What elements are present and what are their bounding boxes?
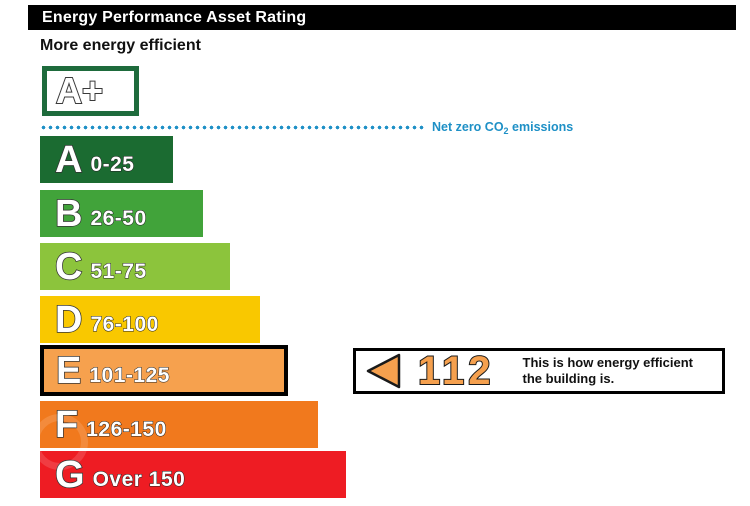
band-letter: F	[54, 403, 79, 446]
band-e-highlighted: E 101-125	[40, 345, 288, 396]
band-range: Over 150	[92, 468, 186, 492]
band-letter: E	[55, 349, 82, 392]
band-range: 126-150	[86, 418, 167, 442]
band-range: 0-25	[90, 153, 135, 177]
band-range: 101-125	[89, 364, 170, 388]
band-range: 51-75	[90, 260, 147, 284]
band-d: D 76-100	[40, 296, 260, 343]
band-letter: G	[54, 453, 85, 496]
band-g: G Over 150	[40, 451, 346, 498]
band-f: F 126-150	[40, 401, 318, 448]
net-zero-label: Net zero CO2 emissions	[432, 120, 574, 136]
band-c: C 51-75	[40, 243, 230, 290]
page-title: Energy Performance Asset Rating	[42, 8, 307, 26]
left-arrow-icon	[366, 353, 401, 389]
indicator-description-line2: the building is.	[522, 371, 615, 386]
band-letter: A	[54, 138, 83, 181]
band-letter: C	[54, 245, 83, 288]
current-rating-indicator: 112 This is how energy efficient the bui…	[353, 348, 725, 394]
band-a-plus-letter: A+	[55, 70, 104, 111]
band-letter: D	[54, 298, 83, 341]
co2-subscript: 2	[503, 126, 509, 136]
band-range: 26-50	[90, 207, 147, 231]
current-rating-value: 112	[417, 349, 495, 393]
band-letter: B	[54, 192, 83, 235]
band-range: 76-100	[90, 313, 159, 337]
band-b: B 26-50	[40, 190, 203, 237]
band-a: A 0-25	[40, 136, 173, 183]
indicator-description-line1: This is how energy efficient	[522, 355, 694, 370]
more-energy-efficient-label: More energy efficient	[40, 37, 201, 54]
title-bar: Energy Performance Asset Rating	[28, 5, 736, 30]
band-a-plus: A+	[42, 66, 139, 116]
net-zero-dotted-line	[40, 124, 425, 131]
indicator-description: This is how energy efficient the buildin…	[523, 355, 693, 387]
